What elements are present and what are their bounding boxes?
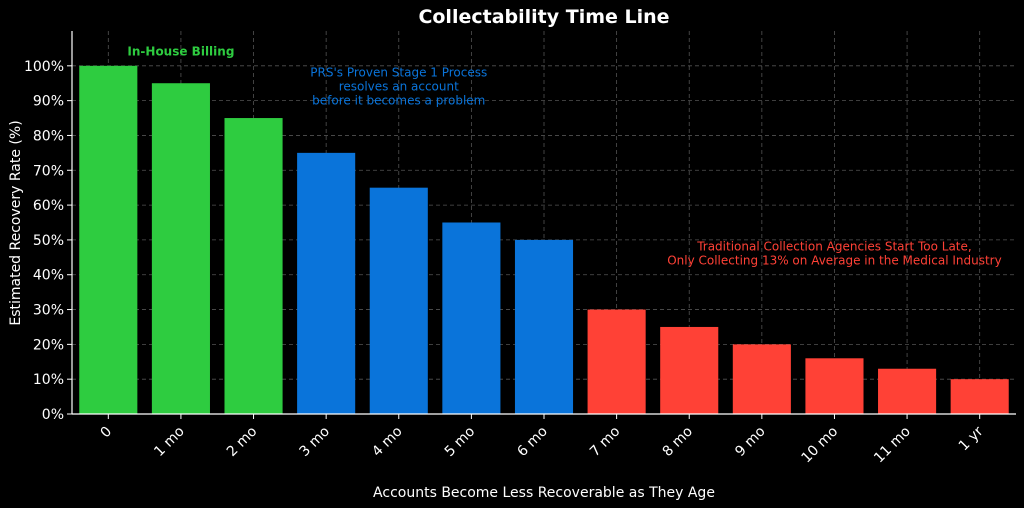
bar-1-yr	[950, 379, 1009, 414]
bar-3-mo	[297, 152, 356, 414]
bar-9-mo	[732, 344, 791, 414]
x-tick-label: 3 mo	[297, 424, 333, 460]
y-tick-label: 20%	[33, 337, 64, 353]
x-ticks: 0 1 mo 2 mo 3 mo 4 mo 5 mo 6 mo 7 mo 8 mo 9 mo 10 …	[98, 414, 987, 466]
annotation: PRS's Proven Stage 1 Process resolves an …	[310, 65, 487, 107]
y-tick-label: 30%	[33, 303, 64, 319]
y-tick-label: 60%	[33, 198, 64, 214]
x-tick-label: 5 mo	[442, 424, 478, 460]
bar-2-mo	[224, 118, 283, 414]
y-tick-label: 80%	[33, 128, 64, 144]
bar-11-mo	[878, 368, 937, 414]
y-tick-label: 40%	[33, 268, 64, 284]
annotation: In-House Billing	[127, 44, 234, 58]
annotation-line: resolves an account	[339, 79, 459, 93]
x-tick-label: 4 mo	[369, 424, 405, 460]
annotation-line: Traditional Collection Agencies Start To…	[696, 239, 972, 253]
y-ticks: 0% 10% 20% 30% 40% 50% 60% 70% 80% 90% 100%	[24, 59, 72, 423]
bar-1-mo	[151, 83, 210, 415]
y-tick-label: 100%	[24, 59, 64, 75]
x-tick-label: 0	[98, 424, 116, 442]
bar-0	[79, 65, 138, 415]
x-tick-label: 8 mo	[660, 424, 696, 460]
y-tick-label: 10%	[33, 372, 64, 388]
bar-5-mo	[442, 222, 501, 414]
x-tick-label: 10 mo	[799, 424, 842, 467]
x-tick-label: 7 mo	[587, 424, 623, 460]
chart-title: Collectability Time Line	[418, 6, 669, 28]
bars	[79, 65, 1009, 415]
y-tick-label: 50%	[33, 233, 64, 249]
y-axis-label: Estimated Recovery Rate (%)	[8, 120, 24, 325]
x-tick-label: 11 mo	[871, 424, 914, 467]
annotation-line: before it becomes a problem	[312, 93, 485, 107]
annotation: Traditional Collection Agencies Start To…	[667, 239, 1002, 267]
annotation-line: Only Collecting 13% on Average in the Me…	[667, 253, 1002, 267]
bar-6-mo	[514, 239, 574, 414]
bar-4-mo	[369, 187, 428, 414]
bar-10-mo	[805, 358, 864, 414]
annotation-line: In-House Billing	[127, 44, 234, 58]
annotations: In-House Billing PRS's Proven Stage 1 Pro…	[127, 44, 1001, 267]
x-tick-label: 2 mo	[224, 424, 260, 460]
x-axis-label: Accounts Become Less Recoverable as They…	[373, 485, 715, 501]
x-tick-label: 6 mo	[514, 424, 550, 460]
y-tick-label: 70%	[33, 163, 64, 179]
bar-8-mo	[660, 326, 719, 414]
y-tick-label: 0%	[42, 407, 64, 423]
x-tick-label: 1 mo	[151, 424, 187, 460]
bar-7-mo	[587, 309, 646, 414]
y-tick-label: 90%	[33, 94, 64, 110]
x-tick-label: 1 yr	[956, 423, 987, 454]
annotation-line: PRS's Proven Stage 1 Process	[310, 65, 487, 79]
x-tick-label: 9 mo	[732, 424, 768, 460]
